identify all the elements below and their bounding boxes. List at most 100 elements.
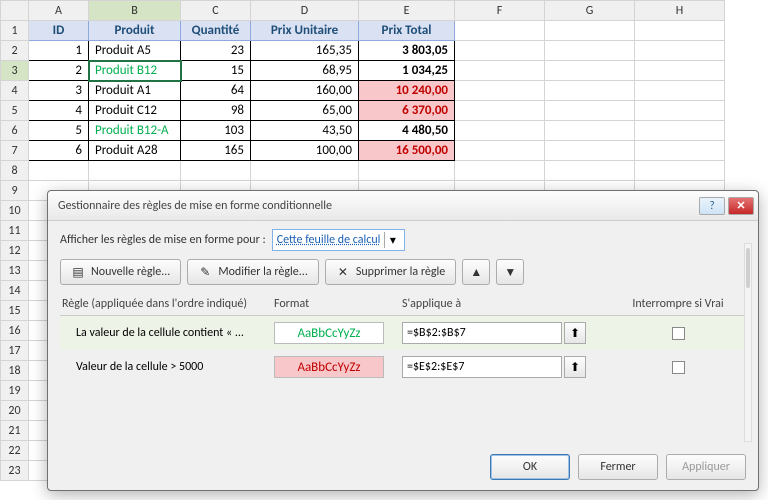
range-picker-button[interactable]: ⬆ — [564, 356, 586, 378]
cell-D2[interactable]: 165,35 — [251, 41, 359, 61]
stop-if-true-checkbox[interactable] — [672, 327, 685, 340]
cell-E4[interactable]: 10 240,00 — [359, 81, 455, 101]
cell-C5[interactable]: 98 — [181, 101, 251, 121]
rules-header: Règle (appliquée dans l'ordre indiqué) F… — [60, 293, 746, 316]
cell-C6[interactable]: 103 — [181, 121, 251, 141]
row-19[interactable]: 19 — [1, 381, 29, 401]
row-4[interactable]: 4 — [1, 81, 29, 101]
row-2[interactable]: 2 — [1, 41, 29, 61]
cell-D4[interactable]: 160,00 — [251, 81, 359, 101]
rule-row[interactable]: Valeur de la cellule > 5000 AaBbCcYyZz =… — [60, 350, 746, 384]
apply-button[interactable]: Appliquer — [666, 454, 746, 480]
edit-icon: ✎ — [198, 265, 212, 279]
row-21[interactable]: 21 — [1, 421, 29, 441]
row-7[interactable]: 7 — [1, 141, 29, 161]
row-8[interactable]: 8 — [1, 161, 29, 181]
scope-select[interactable]: Cette feuille de calcul ▾ — [272, 229, 406, 251]
row-20[interactable]: 20 — [1, 401, 29, 421]
cell-B1[interactable]: Produit — [89, 21, 181, 41]
move-down-button[interactable]: ▼ — [496, 259, 524, 285]
cell-B4[interactable]: Produit A1 — [89, 81, 181, 101]
row-23[interactable]: 23 — [1, 461, 29, 481]
cell-B6[interactable]: Produit B12-A — [89, 121, 181, 141]
edit-rule-button[interactable]: ✎ Modifier la règle... — [187, 259, 319, 285]
cell-D1[interactable]: Prix Unitaire — [251, 21, 359, 41]
cell-E7[interactable]: 16 500,00 — [359, 141, 455, 161]
cell-E5[interactable]: 6 370,00 — [359, 101, 455, 121]
rule-text: Valeur de la cellule > 5000 — [62, 360, 274, 374]
row-1[interactable]: 1 — [1, 21, 29, 41]
format-preview: AaBbCcYyZz — [274, 322, 384, 344]
cell-B3[interactable]: Produit B12 — [89, 61, 181, 81]
cell-C1[interactable]: Quantité — [181, 21, 251, 41]
conditional-formatting-manager-dialog: Gestionnaire des règles de mise en forme… — [47, 190, 759, 491]
row-15[interactable]: 15 — [1, 301, 29, 321]
col-C[interactable]: C — [181, 1, 251, 21]
cell-E2[interactable]: 3 803,05 — [359, 41, 455, 61]
row-10[interactable]: 10 — [1, 201, 29, 221]
rule-text: La valeur de la cellule contient « ... — [62, 326, 274, 340]
stop-if-true-checkbox[interactable] — [672, 361, 685, 374]
cell-B7[interactable]: Produit A28 — [89, 141, 181, 161]
col-F[interactable]: F — [455, 1, 545, 21]
cell-B2[interactable]: Produit A5 — [89, 41, 181, 61]
range-input[interactable]: =$E$2:$E$7 — [402, 356, 562, 378]
close-button[interactable]: ✕ — [728, 197, 754, 215]
move-up-button[interactable]: ▲ — [462, 259, 490, 285]
dialog-title: Gestionnaire des règles de mise en forme… — [58, 199, 696, 213]
cell-A3[interactable]: 2 — [29, 61, 89, 81]
cell-C3[interactable]: 15 — [181, 61, 251, 81]
row-18[interactable]: 18 — [1, 361, 29, 381]
row-13[interactable]: 13 — [1, 261, 29, 281]
range-picker-button[interactable]: ⬆ — [564, 322, 586, 344]
format-preview: AaBbCcYyZz — [274, 356, 384, 378]
cell-E1[interactable]: Prix Total — [359, 21, 455, 41]
new-rule-icon: ▤ — [71, 265, 85, 279]
cell-A1[interactable]: ID — [29, 21, 89, 41]
row-17[interactable]: 17 — [1, 341, 29, 361]
chevron-down-icon: ▾ — [384, 232, 400, 248]
close-dialog-button[interactable]: Fermer — [578, 454, 658, 480]
cell-E6[interactable]: 4 480,50 — [359, 121, 455, 141]
delete-rule-button[interactable]: ✕ Supprimer la règle — [325, 259, 456, 285]
dialog-titlebar[interactable]: Gestionnaire des règles de mise en forme… — [48, 191, 758, 221]
cell-A7[interactable]: 6 — [29, 141, 89, 161]
col-G[interactable]: G — [545, 1, 635, 21]
cell-C7[interactable]: 165 — [181, 141, 251, 161]
cell-B5[interactable]: Produit C12 — [89, 101, 181, 121]
cell-A4[interactable]: 3 — [29, 81, 89, 101]
column-headers: A B C D E F G H — [1, 1, 725, 21]
cell-D5[interactable]: 65,00 — [251, 101, 359, 121]
col-D[interactable]: D — [251, 1, 359, 21]
cell-C4[interactable]: 64 — [181, 81, 251, 101]
new-rule-button[interactable]: ▤ Nouvelle règle... — [60, 259, 181, 285]
row-9[interactable]: 9 — [1, 181, 29, 201]
col-A[interactable]: A — [29, 1, 89, 21]
cell-A5[interactable]: 4 — [29, 101, 89, 121]
col-H[interactable]: H — [635, 1, 725, 21]
help-button[interactable]: ? — [699, 197, 725, 215]
range-input[interactable]: =$B$2:$B$7 — [402, 322, 562, 344]
col-E[interactable]: E — [359, 1, 455, 21]
cell-A6[interactable]: 5 — [29, 121, 89, 141]
row-12[interactable]: 12 — [1, 241, 29, 261]
cell-A2[interactable]: 1 — [29, 41, 89, 61]
row-16[interactable]: 16 — [1, 321, 29, 341]
row-14[interactable]: 14 — [1, 281, 29, 301]
row-11[interactable]: 11 — [1, 221, 29, 241]
cell-D3[interactable]: 68,95 — [251, 61, 359, 81]
ok-button[interactable]: OK — [490, 454, 570, 480]
row-5[interactable]: 5 — [1, 101, 29, 121]
cell-D6[interactable]: 43,50 — [251, 121, 359, 141]
show-rules-label: Afficher les règles de mise en forme pou… — [60, 233, 266, 247]
row-6[interactable]: 6 — [1, 121, 29, 141]
cell-C2[interactable]: 23 — [181, 41, 251, 61]
cell-D7[interactable]: 100,00 — [251, 141, 359, 161]
cell-E3[interactable]: 1 034,25 — [359, 61, 455, 81]
delete-icon: ✕ — [336, 265, 350, 279]
row-22[interactable]: 22 — [1, 441, 29, 461]
col-B[interactable]: B — [89, 1, 181, 21]
rules-scrollbar[interactable] — [744, 243, 752, 442]
row-3[interactable]: 3 — [1, 61, 29, 81]
rule-row[interactable]: La valeur de la cellule contient « ... A… — [60, 316, 746, 350]
